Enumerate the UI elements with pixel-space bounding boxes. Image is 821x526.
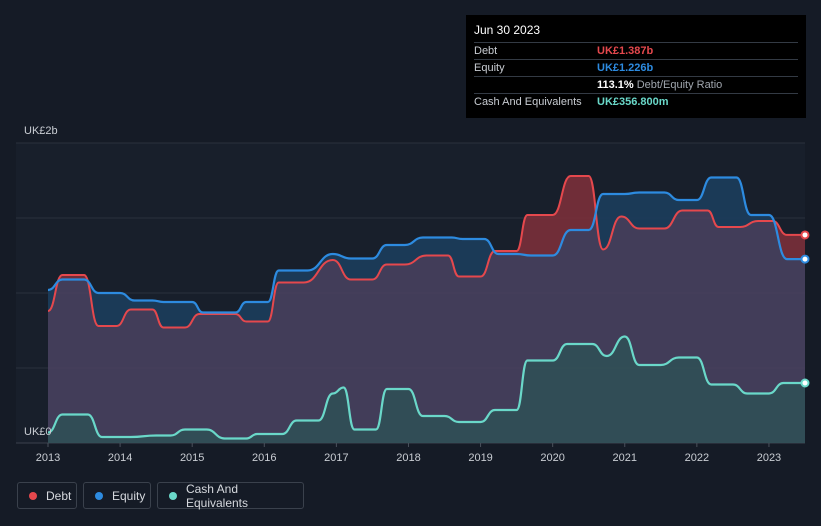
x-tick-label-2015: 2015 — [180, 452, 204, 464]
end-marker-equity — [800, 254, 810, 264]
legend-label-debt: Debt — [46, 488, 72, 503]
tooltip-panel: Jun 30 2023 Debt UK£1.387b Equity UK£1.2… — [466, 15, 806, 118]
x-tick-label-2023: 2023 — [757, 452, 781, 464]
x-tick-label-2021: 2021 — [613, 452, 637, 464]
legend-dot-equity-icon — [95, 491, 103, 500]
legend-item-debt[interactable]: Debt — [17, 482, 77, 509]
x-tick-label-2018: 2018 — [396, 452, 420, 464]
tooltip-value-cash: UK£356.800m — [597, 96, 669, 108]
tooltip-value-debt: UK£1.387b — [597, 45, 654, 57]
legend-dot-cash-icon — [169, 491, 177, 500]
series-line-cash — [47, 335, 805, 440]
x-tick-label-2014: 2014 — [108, 452, 132, 464]
cash-area — [48, 336, 805, 443]
y-axis-top-label: UK£2b — [24, 125, 58, 137]
tooltip-row-ratio: 113.1% Debt/Equity Ratio — [474, 76, 798, 93]
tooltip-label-debt: Debt — [474, 45, 498, 57]
x-tick-label-2019: 2019 — [468, 452, 492, 464]
tooltip-label-equity: Equity — [474, 62, 505, 74]
series-line-equity — [47, 176, 805, 314]
tooltip-row-cash: Cash And Equivalents UK£356.800m — [474, 93, 798, 110]
tooltip-row-debt: Debt UK£1.387b — [474, 42, 798, 59]
x-tick-label-2020: 2020 — [540, 452, 564, 464]
end-marker-debt — [800, 230, 810, 240]
tooltip-value-equity: UK£1.226b — [597, 62, 654, 74]
legend-label-cash: Cash And Equivalents — [185, 481, 249, 510]
series-line-debt — [47, 174, 805, 329]
tooltip-row-equity: Equity UK£1.226b — [474, 59, 798, 76]
tooltip-label-ratio — [474, 77, 597, 93]
legend-label-equity: Equity — [112, 488, 146, 503]
x-tick-label-2017: 2017 — [324, 452, 348, 464]
legend-dot-debt-icon — [29, 491, 37, 500]
tooltip-value-ratio: 113.1% — [597, 79, 634, 91]
tooltip-date: Jun 30 2023 — [474, 23, 541, 37]
end-marker-cash — [800, 378, 810, 388]
x-tick-label-2022: 2022 — [685, 452, 709, 464]
y-axis-zero-label: UK£0 — [24, 426, 52, 438]
tooltip-label-cash: Cash And Equivalents — [474, 96, 582, 108]
x-tick-label-2016: 2016 — [252, 452, 276, 464]
tooltip-ratio-caption: Debt/Equity Ratio — [636, 79, 723, 91]
x-tick-label-2013: 2013 — [36, 452, 60, 464]
legend-item-equity[interactable]: Equity — [83, 482, 151, 509]
legend-item-cash[interactable]: Cash And Equivalents — [157, 481, 304, 510]
